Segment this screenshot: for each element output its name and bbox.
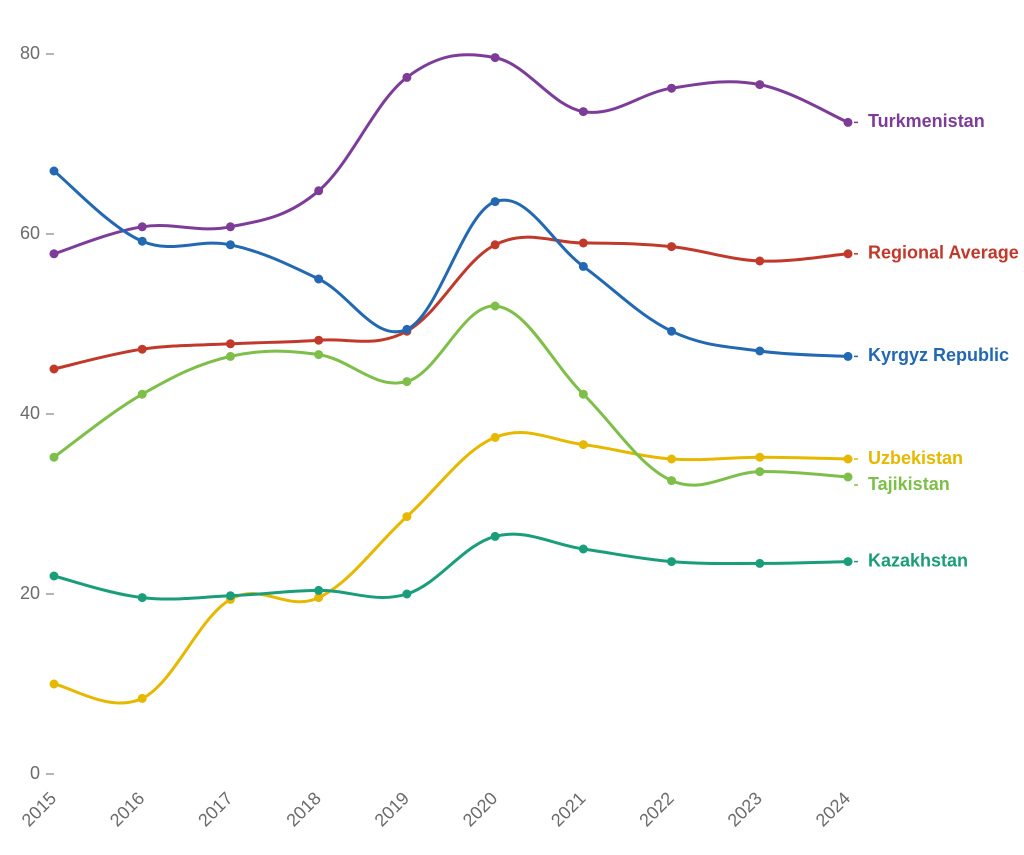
series-point [50, 365, 59, 374]
x-tick-label: 2024 [812, 788, 854, 830]
series-point [402, 590, 411, 599]
line-chart: 0 20 40 60 80 2015 2016 2017 2018 2019 2020 2021 202… [0, 0, 1024, 855]
series-point [579, 390, 588, 399]
series-point [138, 222, 147, 231]
series-point [579, 262, 588, 271]
series-point [138, 593, 147, 602]
series-point [226, 591, 235, 600]
series-label: Kyrgyz Republic [868, 345, 1009, 365]
series-point [667, 327, 676, 336]
x-tick-label: 2017 [194, 788, 236, 830]
series-label: Turkmenistan [868, 111, 985, 131]
series-point [844, 352, 853, 361]
y-tick-label: 80 [20, 43, 40, 63]
x-tick-label: 2015 [18, 788, 60, 830]
series-line [54, 55, 848, 254]
series-label: Kazakhstan [868, 550, 968, 570]
series-point [755, 453, 764, 462]
series-line [54, 432, 848, 703]
x-tick-label: 2022 [635, 788, 677, 830]
series-line [54, 237, 848, 369]
series-point [755, 347, 764, 356]
y-tick-label: 60 [20, 223, 40, 243]
series-point [491, 302, 500, 311]
series-point [402, 325, 411, 334]
series-point [50, 680, 59, 689]
series-point [579, 545, 588, 554]
series-point [314, 586, 323, 595]
series-point [844, 557, 853, 566]
x-tick-label: 2020 [459, 788, 501, 830]
series-label: Regional Average [868, 243, 1019, 263]
x-tick-label: 2023 [724, 788, 766, 830]
series-point [138, 345, 147, 354]
series-point [491, 240, 500, 249]
series-point [314, 275, 323, 284]
series-point [314, 336, 323, 345]
series-point [844, 118, 853, 127]
series-point [755, 467, 764, 476]
y-tick-label: 40 [20, 403, 40, 423]
series-point [844, 249, 853, 258]
series-point [579, 107, 588, 116]
series-point [667, 84, 676, 93]
series-point [314, 186, 323, 195]
series-point [491, 197, 500, 206]
x-tick-label: 2016 [106, 788, 148, 830]
series-point [226, 352, 235, 361]
y-tick-label: 0 [30, 763, 40, 783]
series-label: Tajikistan [868, 474, 950, 494]
series-point [226, 222, 235, 231]
series-point [755, 257, 764, 266]
series-point [579, 239, 588, 248]
y-tick-label: 20 [20, 583, 40, 603]
series-point [402, 512, 411, 521]
series-point [844, 473, 853, 482]
series-point [402, 377, 411, 386]
x-tick-label: 2018 [282, 788, 324, 830]
chart-svg: 0 20 40 60 80 2015 2016 2017 2018 2019 2020 2021 202… [0, 0, 1024, 855]
series-point [50, 572, 59, 581]
series-point [667, 476, 676, 485]
series-point [50, 249, 59, 258]
series-point [138, 390, 147, 399]
series-label: Uzbekistan [868, 448, 963, 468]
series-point [402, 73, 411, 82]
series-point [844, 455, 853, 464]
series-point [138, 237, 147, 246]
series-point [491, 53, 500, 62]
series-point [491, 532, 500, 541]
series-point [491, 433, 500, 442]
series-point [755, 80, 764, 89]
series-point [226, 339, 235, 348]
series-point [50, 453, 59, 462]
series-point [226, 240, 235, 249]
x-tick-label: 2021 [547, 788, 589, 830]
series-line [54, 534, 848, 599]
series-point [579, 440, 588, 449]
series-point [138, 694, 147, 703]
x-tick-label: 2019 [371, 788, 413, 830]
series-point [755, 559, 764, 568]
series-line [54, 171, 848, 356]
series-point [314, 350, 323, 359]
series-point [667, 242, 676, 251]
series-point [667, 455, 676, 464]
series-point [667, 557, 676, 566]
series-point [50, 167, 59, 176]
